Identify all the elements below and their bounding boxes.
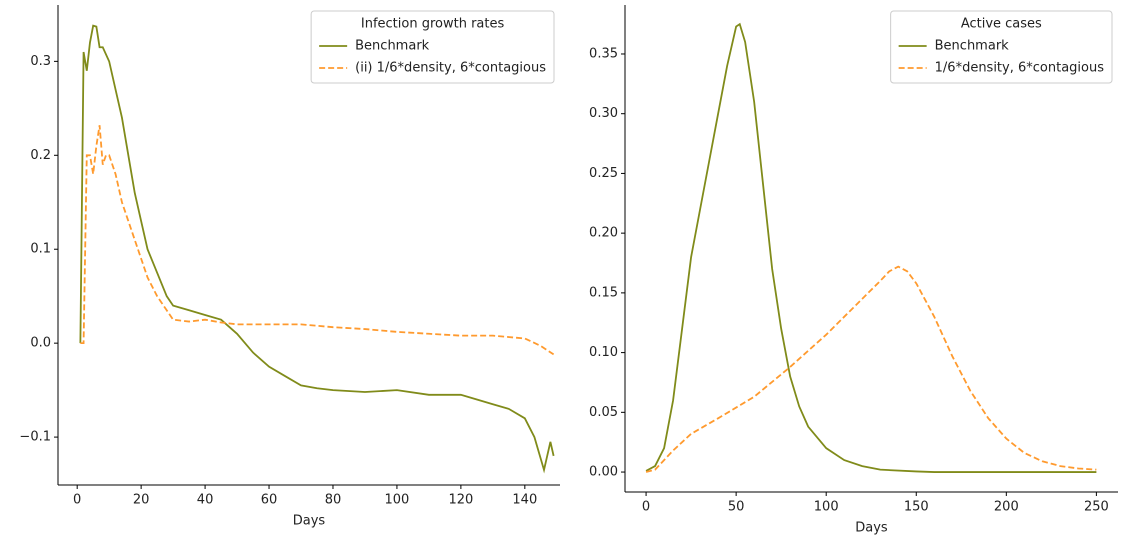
y-tick-label: 0.35 (589, 46, 618, 61)
x-tick-label: 80 (325, 493, 342, 508)
x-tick-label: 40 (197, 493, 214, 508)
y-tick-label: 0.05 (589, 405, 618, 420)
x-tick-label: 100 (385, 493, 410, 508)
x-tick-label: 120 (448, 493, 473, 508)
y-tick-label: 0.25 (589, 166, 618, 181)
y-tick-label: 0.15 (589, 285, 618, 300)
x-tick-label: 100 (814, 500, 839, 515)
x-tick-label: 150 (904, 500, 929, 515)
axes: −0.1 0.0 0.1 0.2 0.3 0 20 40 60 80 100 120 140 Days (19, 5, 560, 529)
axes: 0.00 0.05 0.10 0.15 0.20 0.25 0.30 0.35 0 50 100 15… (589, 5, 1118, 536)
legend-label: Benchmark (935, 39, 1010, 54)
y-tick-label: 0.0 (30, 336, 51, 351)
y-tick-label: −0.1 (19, 430, 51, 445)
legend-label: Benchmark (355, 39, 430, 54)
data-line (645, 22, 1097, 473)
data-line (79, 24, 555, 474)
legend-label: 1/6*density, 6*contagious (935, 61, 1105, 76)
y-tick-label: 0.3 (30, 54, 51, 69)
y-tick-label: 0.10 (589, 345, 618, 360)
data-line (645, 265, 1097, 473)
x-tick-label: 20 (133, 493, 150, 508)
legend-label: (ii) 1/6*density, 6*contagious (355, 61, 546, 76)
x-tick-label: 0 (73, 493, 81, 508)
x-tick-label: 50 (728, 500, 745, 515)
x-tick-label: 200 (994, 500, 1019, 515)
legend: Infection growth rates Benchmark (ii) 1/6*… (310, 10, 555, 84)
y-tick-label: 0.00 (589, 465, 618, 480)
data-line (80, 125, 555, 356)
x-axis-label: Days (293, 514, 326, 529)
x-tick-label: 140 (512, 493, 537, 508)
x-tick-label: 250 (1084, 500, 1109, 515)
legend: Active cases Benchmark 1/6*density, 6*cont… (890, 10, 1113, 84)
x-tick-label: 0 (642, 500, 650, 515)
legend-box (890, 10, 1113, 84)
legend-box (310, 10, 555, 84)
y-tick-label: 0.2 (30, 148, 51, 163)
x-axis-label: Days (855, 521, 888, 536)
y-tick-label: 0.1 (30, 242, 51, 257)
y-tick-label: 0.20 (589, 226, 618, 241)
legend-title: Active cases (961, 17, 1042, 32)
y-tick-label: 0.30 (589, 106, 618, 121)
x-tick-label: 60 (261, 493, 278, 508)
legend-title: Infection growth rates (361, 17, 505, 32)
